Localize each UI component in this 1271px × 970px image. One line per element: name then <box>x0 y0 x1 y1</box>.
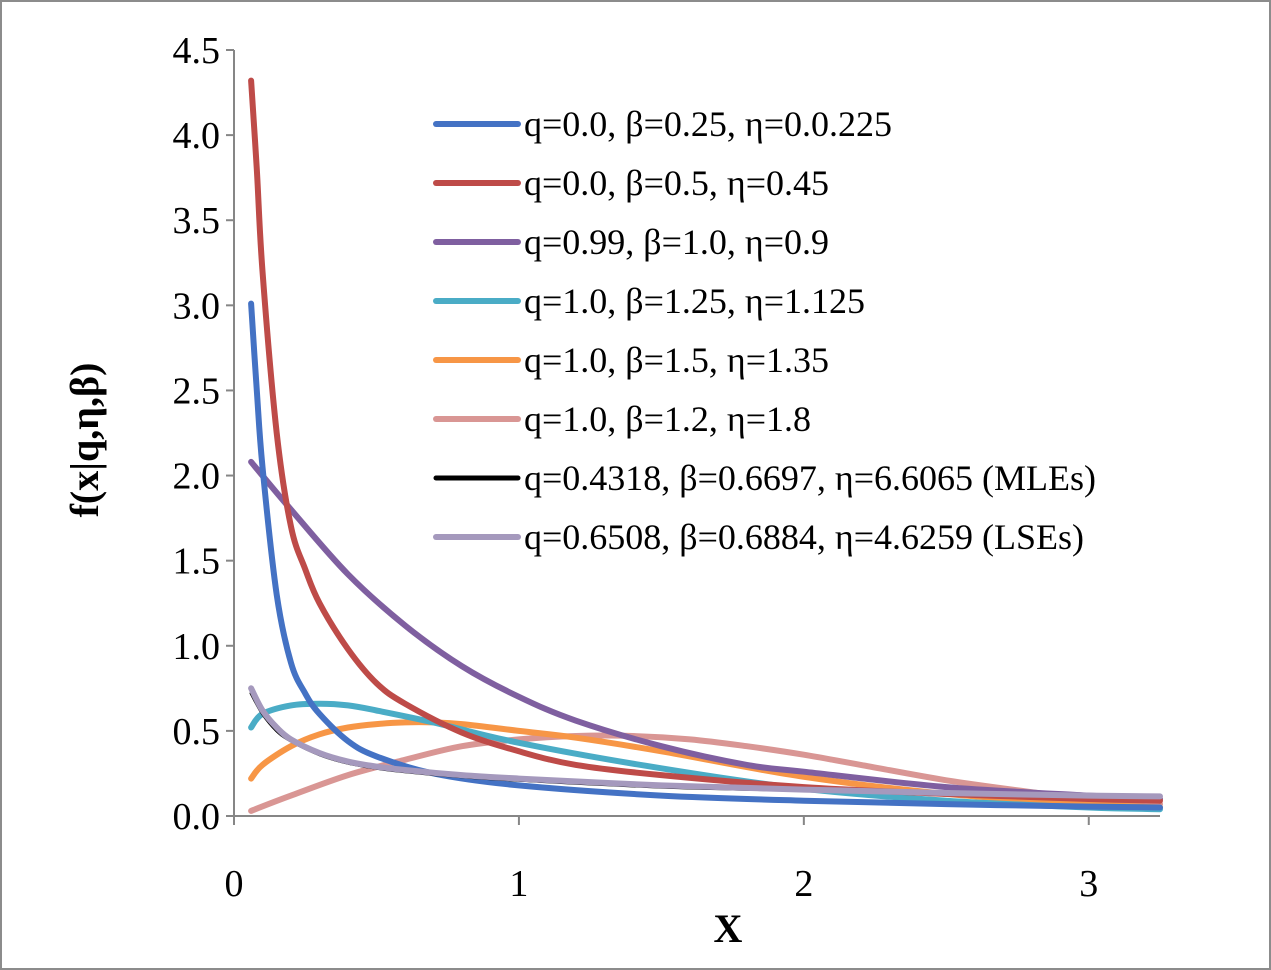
x-tick-label: 3 <box>1079 863 1098 905</box>
legend-label-6: q=1.0, β=1.2, η=1.8 <box>524 399 811 439</box>
series-line-8 <box>248 685 1163 800</box>
axes: 0.0 0.5 1.0 1.5 2.0 2.5 3.0 3.5 4.0 4.5 0 1 2 3 <box>173 30 1160 905</box>
y-tick-label: 4.5 <box>173 30 221 72</box>
legend-label-2: q=0.0, β=0.5, η=0.45 <box>524 163 829 203</box>
legend-label-7: q=0.4318, β=0.6697, η=6.6065 (MLEs) <box>524 458 1096 498</box>
y-tick-label: 1.0 <box>173 626 221 668</box>
y-tick-label: 3.0 <box>173 285 221 327</box>
series-line-1 <box>248 300 1163 811</box>
series-line-4 <box>248 700 1163 813</box>
y-tick-label: 0.0 <box>173 796 221 838</box>
legend-label-4: q=1.0, β=1.25, η=1.125 <box>524 281 865 321</box>
legend-label-1: q=0.0, β=0.25, η=0.0.225 <box>524 104 892 144</box>
y-tick-label: 2.5 <box>173 370 221 412</box>
legend-label-8: q=0.6508, β=0.6884, η=4.6259 (LSEs) <box>524 517 1084 557</box>
y-axis-title: f(x|q,η,β) <box>62 363 107 518</box>
y-tick-label: 3.5 <box>173 200 221 242</box>
x-tick-label: 2 <box>794 863 813 905</box>
x-tick-label: 0 <box>225 863 244 905</box>
legend-label-3: q=0.99, β=1.0, η=0.9 <box>524 222 829 262</box>
legend-label-5: q=1.0, β=1.5, η=1.35 <box>524 340 829 380</box>
legend: q=0.0, β=0.25, η=0.0.225 q=0.0, β=0.5, η=… <box>433 104 1096 557</box>
x-tick-label: 1 <box>509 863 528 905</box>
y-tick-label: 4.0 <box>173 115 221 157</box>
y-tick-label: 0.5 <box>173 711 221 753</box>
series-layer <box>248 77 1163 814</box>
y-tick-label: 1.5 <box>173 541 221 583</box>
series-line-3 <box>248 458 1163 802</box>
y-tick-label: 2.0 <box>173 456 221 498</box>
x-axis-title: X <box>714 906 743 951</box>
